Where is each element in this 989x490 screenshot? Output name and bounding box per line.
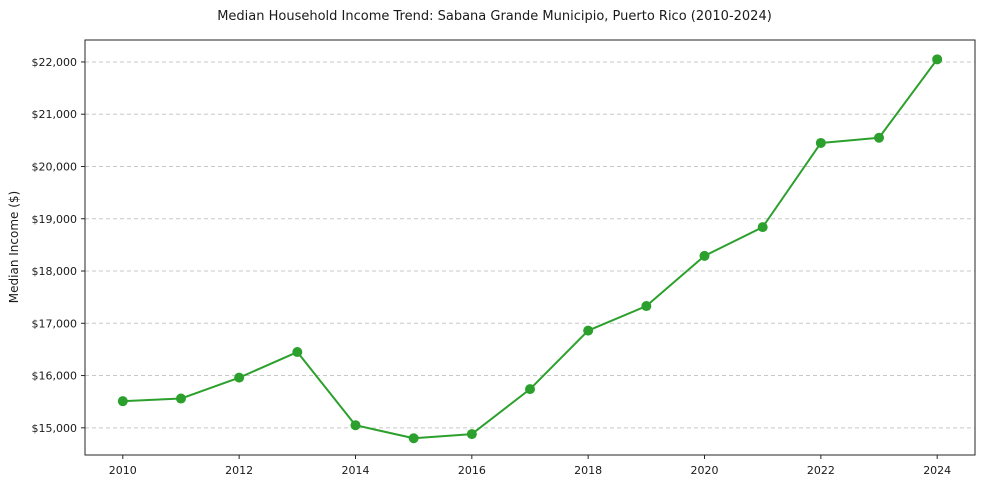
data-point <box>175 393 186 404</box>
x-tick-label: 2022 <box>807 464 835 477</box>
chart-title: Median Household Income Trend: Sabana Gr… <box>217 9 772 24</box>
y-tick-label: $19,000 <box>32 213 78 226</box>
data-point <box>466 429 477 440</box>
data-point <box>699 250 710 261</box>
x-tick-label: 2020 <box>691 464 719 477</box>
y-tick-label: $16,000 <box>32 370 78 383</box>
data-point <box>408 433 419 444</box>
data-point <box>641 301 652 312</box>
data-point <box>815 137 826 148</box>
y-tick-label: $20,000 <box>32 160 78 173</box>
x-tick-label: 2010 <box>109 464 137 477</box>
data-point <box>292 347 303 358</box>
y-tick-label: $17,000 <box>32 317 78 330</box>
y-tick-label: $18,000 <box>32 265 78 278</box>
data-point <box>117 396 128 407</box>
data-point <box>874 132 885 143</box>
data-point <box>757 222 768 233</box>
x-tick-label: 2018 <box>574 464 602 477</box>
x-tick-label: 2016 <box>458 464 486 477</box>
income-line <box>121 58 939 440</box>
data-point <box>932 54 943 65</box>
x-tick-label: 2024 <box>923 464 951 477</box>
data-point <box>350 420 361 431</box>
data-point <box>525 384 535 395</box>
data-point <box>583 325 594 336</box>
plot-border <box>84 39 976 456</box>
data-point <box>234 372 245 383</box>
y-tick-label: $22,000 <box>32 56 78 69</box>
x-tick-label: 2014 <box>341 464 369 477</box>
x-tick-label: 2012 <box>225 464 253 477</box>
y-tick-label: $21,000 <box>32 108 78 121</box>
y-tick-label: $15,000 <box>32 422 78 435</box>
